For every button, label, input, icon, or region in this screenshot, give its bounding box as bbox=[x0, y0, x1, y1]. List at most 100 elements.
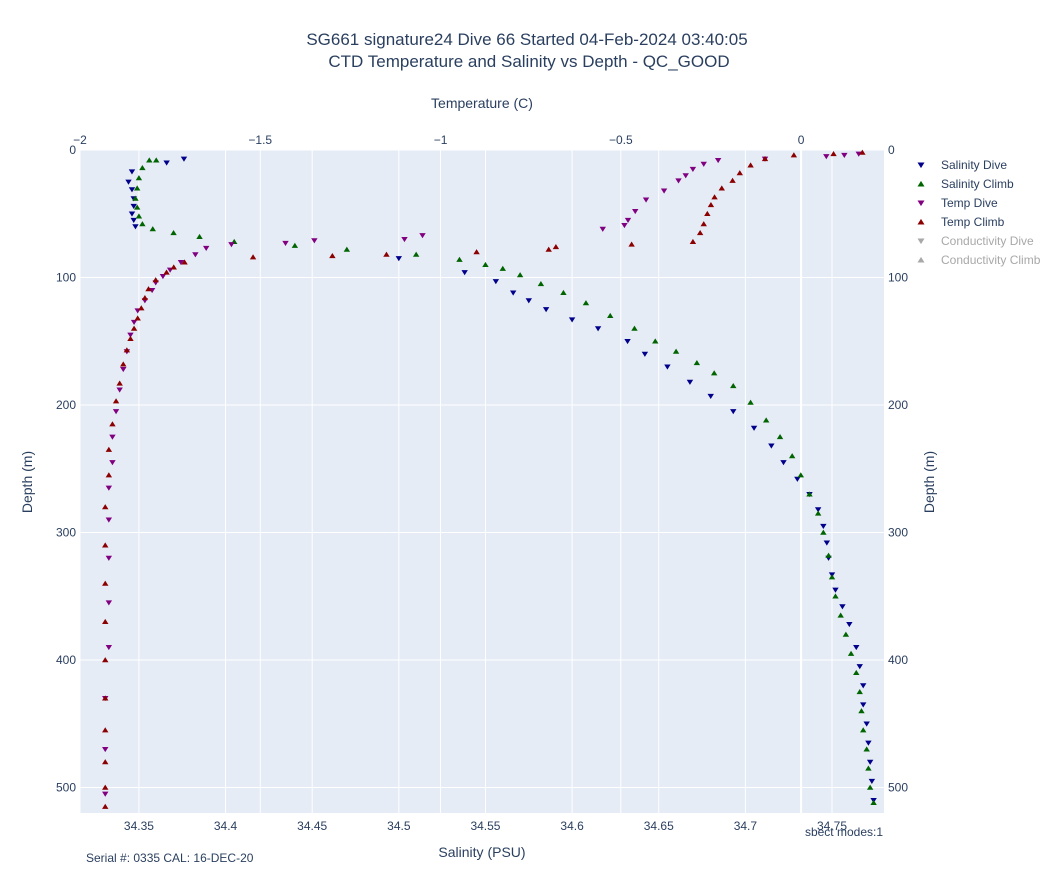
temperature-tick-label: −0.5 bbox=[609, 133, 633, 147]
salinity-climb-point bbox=[797, 472, 805, 478]
salinity-dive-point bbox=[860, 683, 867, 689]
temp-climb-point bbox=[383, 251, 390, 257]
temp-climb-point bbox=[109, 421, 116, 427]
salinity-climb-point bbox=[343, 246, 351, 252]
salinity-climb-point bbox=[837, 612, 844, 618]
legend-marker bbox=[917, 238, 925, 245]
temp-climb-point bbox=[761, 156, 769, 162]
salinity-climb-point bbox=[842, 631, 850, 637]
plot-area[interactable] bbox=[80, 150, 884, 813]
salinity-tick-label: 34.55 bbox=[470, 819, 500, 833]
temp-climb-point bbox=[138, 305, 145, 311]
salinity-dive-point bbox=[664, 364, 671, 370]
temp-dive-point bbox=[116, 387, 123, 393]
salinity-dive-point bbox=[395, 256, 403, 262]
temp-climb-point bbox=[790, 152, 798, 158]
salinity-tick-label: 34.45 bbox=[297, 819, 327, 833]
temp-dive-point bbox=[599, 226, 606, 232]
temp-climb-point bbox=[120, 361, 127, 367]
salinity-climb-point bbox=[499, 265, 506, 271]
salinity-climb-point bbox=[866, 784, 874, 790]
salinity-tick-label: 34.6 bbox=[560, 819, 584, 833]
temp-dive-point bbox=[105, 485, 113, 491]
temp-climb-point bbox=[707, 201, 715, 208]
legend-item-salinity-climb[interactable]: Salinity Climb bbox=[917, 177, 1015, 191]
legend-item-conductivity-climb[interactable]: Conductivity Climb bbox=[917, 253, 1041, 267]
temp-climb-point bbox=[134, 315, 141, 321]
legend-item-temp-climb[interactable]: Temp Climb bbox=[917, 215, 1005, 229]
salinity-dive-point bbox=[641, 351, 649, 357]
salinity-dive-point bbox=[125, 179, 132, 185]
temp-climb-point bbox=[102, 784, 109, 790]
temp-climb-point bbox=[130, 325, 138, 331]
salinity-dive-point bbox=[794, 476, 801, 482]
salinity-dive-point bbox=[525, 298, 532, 304]
salinity-climb-point bbox=[412, 251, 420, 257]
temp-dive-point bbox=[105, 645, 113, 651]
temp-climb-point bbox=[141, 295, 149, 301]
temp-dive-point bbox=[109, 460, 116, 466]
legend-item-conductivity-dive[interactable]: Conductivity Dive bbox=[917, 234, 1035, 248]
salinity-tick-label: 34.75 bbox=[817, 819, 847, 833]
temp-dive-point bbox=[689, 166, 697, 173]
salinity-climb-point bbox=[482, 261, 489, 267]
salinity-dive-point bbox=[860, 702, 867, 708]
depth-tick-label-right: 300 bbox=[888, 526, 908, 540]
salinity-climb-point bbox=[560, 289, 567, 296]
temp-dive-point bbox=[660, 188, 668, 194]
temp-dive-point bbox=[120, 367, 127, 373]
temp-climb-point bbox=[696, 229, 704, 236]
salinity-climb-point bbox=[537, 280, 545, 287]
temp-dive-point bbox=[624, 217, 632, 224]
temp-climb-point bbox=[152, 277, 159, 283]
temp-climb-point bbox=[102, 542, 109, 548]
temp-climb-point bbox=[249, 254, 257, 260]
legend-label: Conductivity Climb bbox=[941, 253, 1041, 267]
salinity-dive-point bbox=[820, 523, 827, 530]
depth-tick-label-right: 400 bbox=[888, 653, 908, 667]
legend-item-temp-dive[interactable]: Temp Dive bbox=[917, 196, 999, 210]
salinity-dive-point bbox=[180, 156, 188, 162]
legend-label: Temp Climb bbox=[941, 215, 1005, 229]
legend-marker bbox=[917, 218, 925, 225]
salinity-dive-point bbox=[814, 507, 822, 513]
legend-item-salinity-dive[interactable]: Salinity Dive bbox=[917, 158, 1008, 172]
depth-tick-label-right: 100 bbox=[888, 271, 908, 285]
temp-climb-point bbox=[747, 162, 754, 168]
legend[interactable]: Salinity Dive Salinity Climb Temp Dive Temp… bbox=[917, 158, 1041, 267]
salinity-dive-point bbox=[132, 224, 139, 230]
temp-dive-point bbox=[642, 197, 650, 203]
salinity-tick-label: 34.5 bbox=[387, 819, 411, 833]
salinity-dive-point bbox=[823, 540, 831, 546]
temp-dive-point bbox=[841, 152, 848, 158]
salinity-dive-point bbox=[492, 279, 500, 285]
salinity-tick-label: 34.4 bbox=[214, 819, 238, 833]
temperature-tick-label: 0 bbox=[798, 133, 805, 147]
temp-climb-point bbox=[112, 398, 120, 404]
salinity-dive-point bbox=[128, 211, 136, 217]
salinity-dive-point bbox=[856, 664, 863, 670]
temp-climb-point bbox=[473, 249, 480, 255]
salinity-climb-point bbox=[133, 185, 141, 191]
temp-dive-point bbox=[102, 791, 109, 797]
temperature-tick-label: −1.5 bbox=[248, 133, 272, 147]
chart-title: SG661 signature24 Dive 66 Started 04-Feb… bbox=[306, 30, 747, 49]
salinity-climb-point bbox=[853, 669, 860, 675]
salinity-climb-point bbox=[858, 708, 865, 714]
temp-climb-point bbox=[545, 246, 552, 252]
salinity-dive-point bbox=[542, 307, 550, 313]
salinity-climb-point bbox=[820, 529, 827, 535]
salinity-dive-point bbox=[594, 326, 602, 332]
salinity-tick-label: 34.35 bbox=[124, 819, 154, 833]
depth-tick-label-right: 500 bbox=[888, 781, 908, 795]
salinity-dive-point bbox=[780, 460, 787, 466]
salinity-climb-point bbox=[516, 272, 524, 278]
salinity-climb-point bbox=[693, 360, 701, 366]
temp-dive-point bbox=[823, 154, 830, 160]
depth-tick-label-left: 500 bbox=[56, 781, 76, 795]
temp-climb-point bbox=[718, 185, 725, 191]
salinity-tick-label: 34.7 bbox=[734, 819, 758, 833]
salinity-climb-point bbox=[456, 256, 463, 262]
temp-climb-point bbox=[127, 335, 134, 341]
